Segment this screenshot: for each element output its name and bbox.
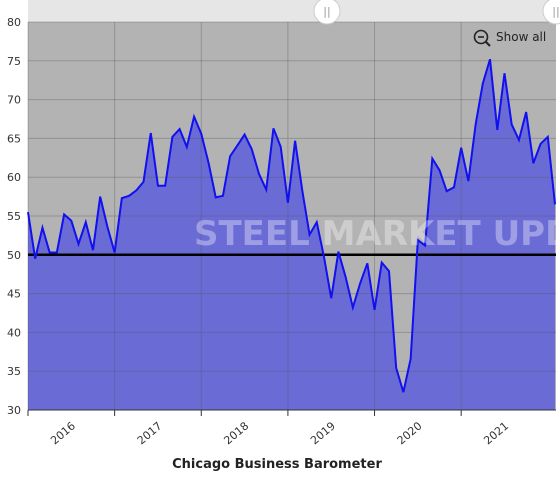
y-tick-label: 30 <box>7 404 21 417</box>
x-tick-label: 2021 <box>481 419 511 447</box>
y-tick-label: 60 <box>7 171 21 184</box>
line <box>27 58 556 393</box>
area <box>28 59 555 411</box>
watermark: STEEL MARKET UPDATE <box>194 214 560 254</box>
axis-title: Chicago Business Barometer <box>172 457 382 472</box>
scroll-handle[interactable] <box>313 0 341 25</box>
scroll-handle[interactable] <box>542 0 560 25</box>
handle-grip: || <box>323 5 330 18</box>
x-tick-label: 2016 <box>48 419 78 447</box>
y-tick-label: 50 <box>7 249 21 262</box>
y-tick-label: 45 <box>7 288 21 301</box>
x-tick-label: 2017 <box>135 419 165 447</box>
x-tick-label: 2019 <box>308 419 338 447</box>
zoom-icon <box>473 29 489 45</box>
scrollbar[interactable] <box>28 0 556 22</box>
y-tick-label: 80 <box>7 16 21 29</box>
button-label[interactable]: Show all <box>496 30 546 44</box>
y-tick-label: 70 <box>7 94 21 107</box>
zoom-icon <box>485 41 491 47</box>
x-tick-label: 2018 <box>221 419 251 447</box>
y-tick-label: 35 <box>7 365 21 378</box>
y-tick-label: 40 <box>7 326 21 339</box>
y-tick-label: 65 <box>7 132 21 145</box>
handle-grip: || <box>552 5 559 18</box>
y-tick-label: 55 <box>7 210 21 223</box>
x-tick-label: 2020 <box>395 419 425 447</box>
show-all-button[interactable]: Show all <box>473 29 547 47</box>
y-tick-label: 75 <box>7 55 21 68</box>
